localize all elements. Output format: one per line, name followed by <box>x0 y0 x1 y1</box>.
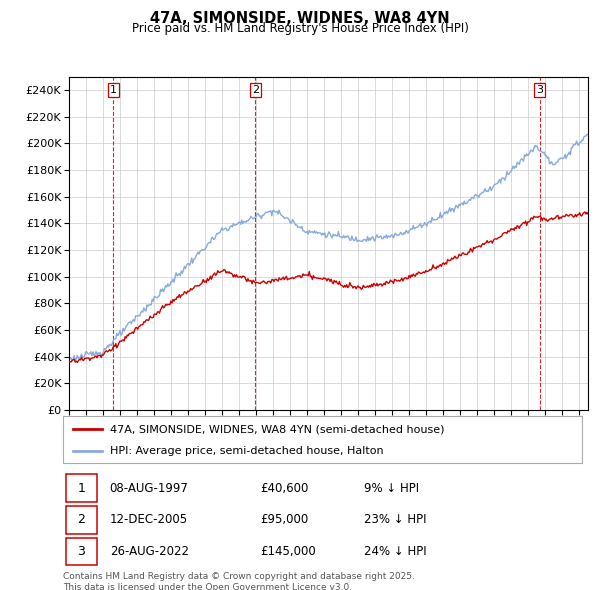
Text: £95,000: £95,000 <box>260 513 308 526</box>
Text: 3: 3 <box>77 545 85 558</box>
Text: 24% ↓ HPI: 24% ↓ HPI <box>364 545 427 558</box>
Text: 08-AUG-1997: 08-AUG-1997 <box>110 481 188 494</box>
Text: 9% ↓ HPI: 9% ↓ HPI <box>364 481 419 494</box>
Bar <box>65 537 97 565</box>
Text: 26-AUG-2022: 26-AUG-2022 <box>110 545 189 558</box>
Text: £145,000: £145,000 <box>260 545 316 558</box>
Text: 12-DEC-2005: 12-DEC-2005 <box>110 513 188 526</box>
Text: 3: 3 <box>536 85 543 95</box>
Text: Contains HM Land Registry data © Crown copyright and database right 2025.
This d: Contains HM Land Registry data © Crown c… <box>63 572 415 590</box>
Text: 2: 2 <box>252 85 259 95</box>
Text: 1: 1 <box>110 85 117 95</box>
Bar <box>65 506 97 534</box>
Text: 47A, SIMONSIDE, WIDNES, WA8 4YN: 47A, SIMONSIDE, WIDNES, WA8 4YN <box>150 11 450 25</box>
Text: 23% ↓ HPI: 23% ↓ HPI <box>364 513 427 526</box>
Text: 1: 1 <box>77 481 85 494</box>
Text: 47A, SIMONSIDE, WIDNES, WA8 4YN (semi-detached house): 47A, SIMONSIDE, WIDNES, WA8 4YN (semi-de… <box>110 424 444 434</box>
Text: £40,600: £40,600 <box>260 481 308 494</box>
Text: HPI: Average price, semi-detached house, Halton: HPI: Average price, semi-detached house,… <box>110 447 383 456</box>
Bar <box>65 474 97 502</box>
Text: 2: 2 <box>77 513 85 526</box>
Text: Price paid vs. HM Land Registry's House Price Index (HPI): Price paid vs. HM Land Registry's House … <box>131 22 469 35</box>
